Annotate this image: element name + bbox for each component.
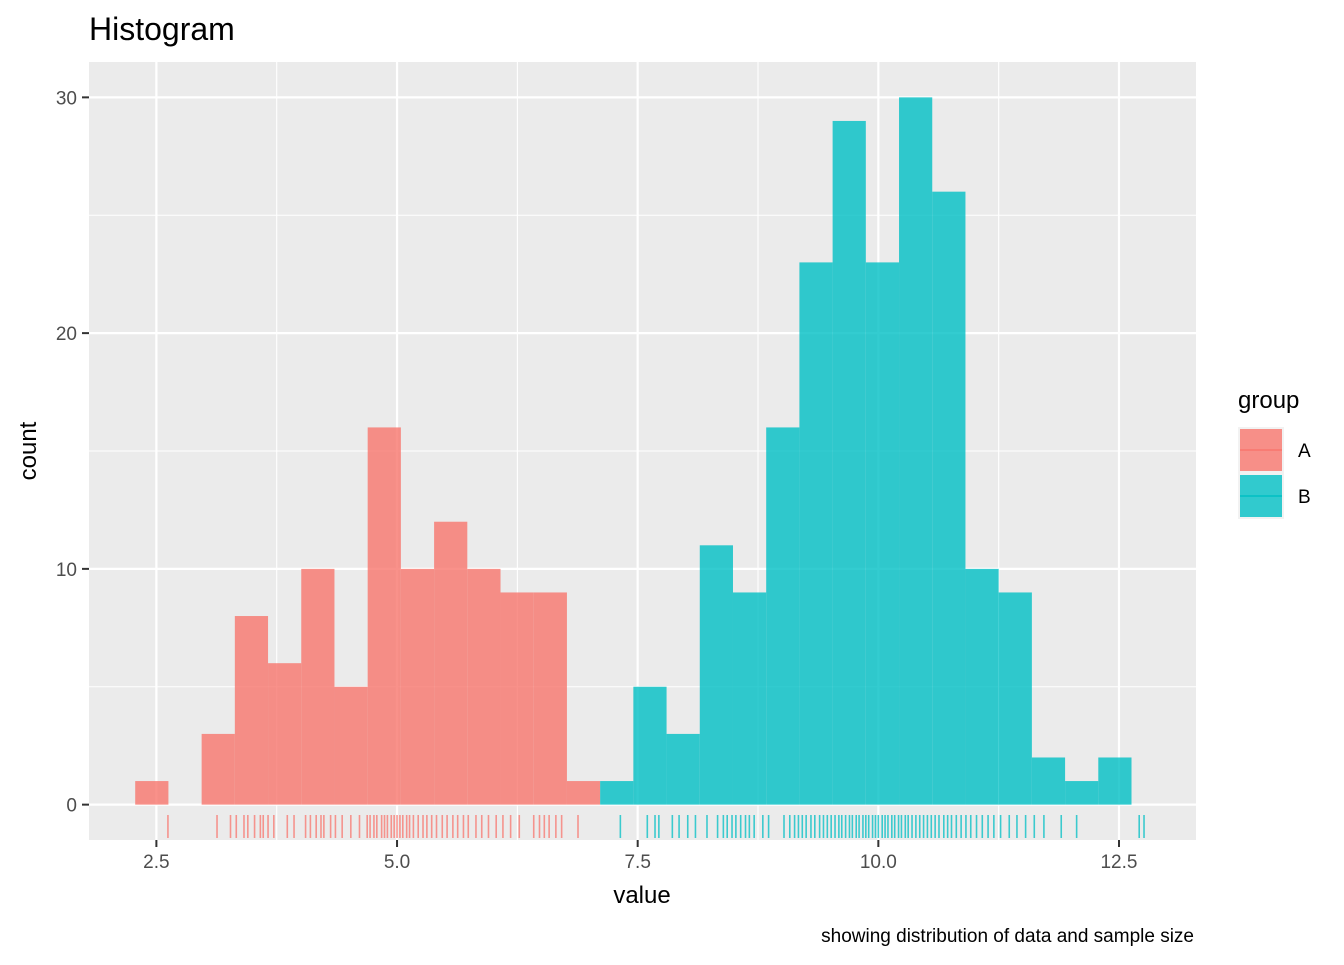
x-tick-label: 7.5 (624, 852, 650, 873)
x-tick-label: 2.5 (143, 852, 169, 873)
y-axis-label: count (15, 421, 42, 480)
legend-item-a: A (1238, 427, 1311, 473)
histogram-bar (268, 663, 302, 805)
histogram-bar (1031, 757, 1066, 805)
x-tick-label: 5.0 (384, 852, 410, 873)
histogram-bar (666, 733, 700, 805)
histogram-bar (434, 521, 468, 805)
y-tick-label: 0 (66, 796, 77, 817)
histogram-bar (467, 568, 501, 805)
y-axis: 0 10 20 30 (56, 88, 89, 817)
histogram-bar (766, 427, 800, 805)
legend-title: group (1238, 387, 1299, 414)
histogram-bar (633, 686, 667, 805)
y-tick-label: 10 (56, 560, 77, 581)
histogram-bar (600, 781, 634, 805)
histogram-bar (301, 568, 335, 805)
x-tick-label: 12.5 (1100, 852, 1137, 873)
y-tick-label: 30 (56, 88, 77, 109)
histogram-bar (998, 592, 1032, 805)
histogram-bar (1065, 781, 1099, 805)
legend: group AB (1238, 387, 1311, 519)
histogram-bar (367, 427, 401, 805)
y-tick-label: 20 (56, 324, 77, 345)
histogram-bar (799, 262, 833, 805)
histogram-bar (234, 616, 269, 805)
histogram-bar (500, 592, 534, 805)
histogram-bar (533, 592, 567, 805)
histogram-bar (201, 733, 235, 805)
histogram-bar (965, 568, 999, 805)
legend-label: B (1298, 487, 1311, 508)
histogram-bar (566, 781, 601, 805)
x-axis-label: value (613, 882, 670, 909)
histogram-bar (865, 262, 900, 805)
rug-series-b (619, 815, 1145, 838)
legend-label: A (1298, 441, 1311, 462)
histogram-bar (135, 781, 169, 805)
histogram-bar (400, 568, 435, 805)
bars-series-b (600, 97, 1132, 805)
histogram-bar (832, 120, 866, 805)
legend-items: AB (1238, 427, 1311, 519)
x-axis: 2.5 5.0 7.5 10.0 12.5 (143, 840, 1137, 873)
histogram-bar (899, 97, 933, 805)
histogram-bar (932, 191, 966, 805)
minor-gridlines (89, 62, 1196, 840)
histogram-bar (699, 545, 733, 805)
legend-item-b: B (1238, 473, 1311, 519)
histogram-bar (1098, 757, 1132, 805)
chart-title: Histogram (89, 11, 235, 47)
x-tick-label: 10.0 (860, 852, 897, 873)
histogram-bar (334, 686, 368, 805)
bars-series-a (135, 427, 601, 805)
chart-caption: showing distribution of data and sample … (821, 926, 1194, 947)
rug-series-a (167, 815, 579, 838)
histogram-bar (732, 592, 767, 805)
